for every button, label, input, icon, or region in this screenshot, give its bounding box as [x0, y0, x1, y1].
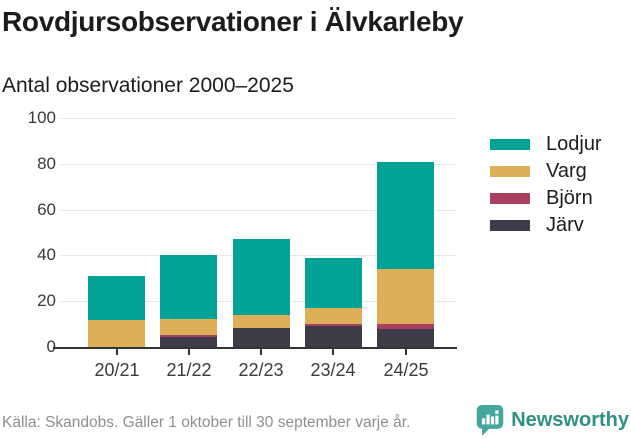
- segment-Järv: [377, 328, 434, 347]
- segment-Björn: [377, 324, 434, 329]
- segment-Varg: [160, 319, 217, 336]
- gridline: [60, 210, 456, 211]
- y-axis-label: 80: [37, 154, 56, 173]
- y-axis-label: 0: [46, 337, 56, 356]
- bar-24/25: [377, 162, 434, 347]
- chart-subtitle: Antal observationer 2000–2025: [2, 74, 294, 97]
- segment-Järv: [233, 328, 290, 347]
- segment-Lodjur: [88, 276, 145, 320]
- newsworthy-logo[interactable]: Newsworthy: [475, 403, 629, 437]
- x-axis-line: [53, 347, 457, 349]
- newsworthy-wordmark: Newsworthy: [511, 409, 629, 431]
- x-axis-label: 20/21: [94, 360, 140, 380]
- legend-item-björn: Björn: [490, 188, 602, 208]
- segment-Varg: [88, 319, 145, 347]
- gridline: [60, 118, 456, 119]
- legend-label: Lodjur: [546, 133, 602, 155]
- legend-swatch: [490, 219, 530, 231]
- segment-Varg: [377, 269, 434, 325]
- x-axis-label: 24/25: [383, 360, 429, 380]
- legend-label: Björn: [546, 187, 593, 209]
- chart-title: Rovdjursobservationer i Älvkarleby: [2, 6, 464, 37]
- bar-23/24: [305, 258, 362, 348]
- segment-Varg: [305, 308, 362, 325]
- source-note: Källa: Skandobs. Gäller 1 oktober till 3…: [2, 414, 411, 431]
- axis-tick: [188, 349, 190, 355]
- legend-item-varg: Varg: [490, 161, 602, 181]
- x-axis-label: 23/24: [310, 360, 356, 380]
- x-axis-label: 22/23: [238, 360, 284, 380]
- segment-Järv: [305, 326, 362, 348]
- bar-21/22: [160, 255, 217, 347]
- segment-Varg: [233, 314, 290, 329]
- gridline: [60, 164, 456, 165]
- segment-Lodjur: [377, 162, 434, 270]
- y-axis-label: 20: [37, 291, 56, 310]
- legend-item-järv: Järv: [490, 215, 602, 235]
- legend-item-lodjur: Lodjur: [490, 134, 602, 154]
- segment-Björn: [160, 335, 217, 338]
- segment-Björn: [305, 324, 362, 327]
- legend-swatch: [490, 138, 530, 150]
- axis-tick: [332, 349, 334, 355]
- chart-legend: Lodjur Varg Björn Järv: [490, 134, 602, 242]
- y-axis-label: 40: [37, 245, 56, 264]
- axis-tick: [116, 349, 118, 355]
- segment-Lodjur: [233, 239, 290, 315]
- segment-Järv: [160, 337, 217, 347]
- axis-tick: [405, 349, 407, 355]
- y-axis-label: 100: [27, 108, 56, 127]
- legend-label: Varg: [546, 160, 587, 182]
- x-axis-label: 21/22: [166, 360, 212, 380]
- y-axis-label: 60: [37, 200, 56, 219]
- segment-Lodjur: [305, 258, 362, 309]
- bar-22/23: [233, 239, 290, 347]
- legend-swatch: [490, 165, 530, 177]
- newsworthy-icon: [476, 405, 504, 436]
- segment-Lodjur: [160, 255, 217, 320]
- bar-20/21: [88, 276, 145, 347]
- legend-swatch: [490, 192, 530, 204]
- axis-tick: [260, 349, 262, 355]
- legend-label: Järv: [546, 214, 584, 236]
